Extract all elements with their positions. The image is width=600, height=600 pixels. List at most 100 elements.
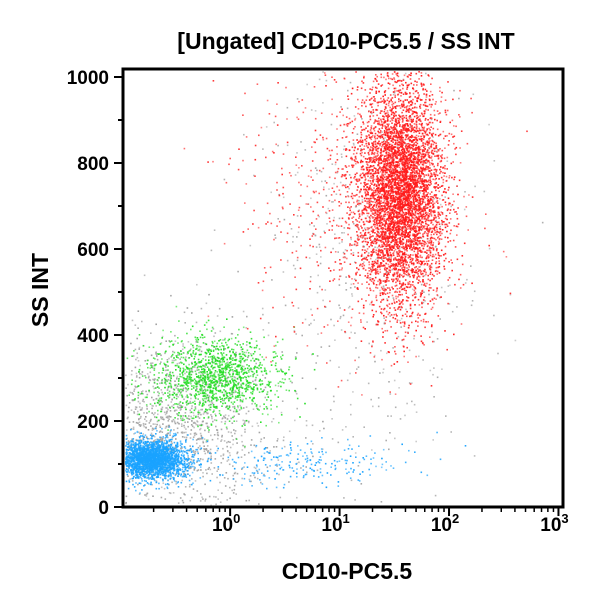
data-point (156, 444, 159, 446)
data-point (211, 364, 213, 367)
data-point (133, 459, 135, 461)
data-point (204, 375, 206, 377)
data-point (193, 432, 196, 435)
data-point (251, 403, 253, 405)
data-point (145, 404, 148, 406)
data-point (143, 454, 145, 456)
data-point (128, 467, 130, 469)
data-point (281, 338, 284, 341)
data-point (158, 472, 161, 474)
data-point (349, 81, 352, 84)
data-point (210, 462, 213, 464)
data-point (164, 439, 167, 441)
data-point (188, 418, 191, 420)
data-point (152, 405, 154, 407)
data-point (200, 423, 203, 426)
data-point (240, 368, 242, 370)
data-point (128, 448, 131, 451)
data-point (166, 486, 168, 488)
data-point (178, 449, 180, 452)
data-point (226, 344, 228, 346)
data-point (132, 470, 135, 472)
data-point (225, 377, 227, 380)
data-point (382, 285, 385, 287)
data-point (305, 420, 308, 422)
data-point (177, 396, 180, 398)
data-point (149, 460, 152, 462)
data-point (200, 384, 203, 387)
data-point (150, 471, 153, 474)
data-point (372, 405, 374, 408)
data-point (161, 335, 164, 338)
data-point (209, 369, 212, 371)
data-point (450, 205, 452, 208)
data-point (134, 469, 137, 472)
data-point (214, 383, 216, 386)
data-point (458, 97, 460, 100)
data-point (137, 462, 140, 464)
data-point (207, 373, 209, 376)
data-point (167, 446, 169, 449)
data-point (126, 460, 128, 463)
data-point (177, 366, 180, 368)
data-point (190, 394, 193, 396)
data-point (244, 420, 246, 422)
data-point (207, 386, 209, 389)
data-point (187, 434, 189, 436)
data-point (439, 198, 441, 200)
data-point (352, 142, 355, 145)
data-point (162, 367, 164, 370)
data-point (145, 493, 148, 496)
data-point (184, 381, 187, 383)
data-point (215, 414, 217, 417)
data-point (195, 389, 197, 392)
data-point (255, 370, 258, 372)
data-point (209, 403, 212, 406)
data-point (247, 386, 250, 388)
data-point (180, 473, 183, 475)
data-point (188, 363, 190, 366)
data-point (130, 459, 133, 462)
data-point (234, 355, 237, 357)
data-point (170, 356, 172, 358)
data-point (271, 420, 273, 423)
data-point (189, 499, 192, 502)
data-point (160, 416, 162, 418)
data-point (383, 139, 385, 142)
data-point (140, 424, 142, 426)
data-point (150, 364, 152, 367)
data-point (269, 381, 272, 383)
data-point (180, 391, 183, 393)
data-point (214, 396, 216, 399)
data-point (208, 380, 210, 382)
data-point (148, 454, 150, 457)
data-point (140, 446, 142, 449)
data-point (151, 442, 153, 444)
data-point (408, 349, 411, 352)
data-point (215, 383, 217, 386)
data-point (128, 421, 131, 423)
data-point (305, 466, 307, 468)
data-point (324, 289, 327, 291)
data-point (221, 434, 223, 437)
data-point (206, 348, 208, 351)
data-point (239, 399, 242, 401)
data-point (180, 361, 182, 364)
data-point (256, 344, 258, 347)
data-point (204, 498, 207, 501)
data-point (182, 501, 185, 504)
data-point (179, 370, 181, 372)
data-point (261, 380, 263, 382)
data-point (192, 350, 195, 352)
data-point (202, 441, 205, 444)
data-point (245, 378, 248, 381)
data-point (246, 386, 248, 388)
data-point (227, 366, 229, 368)
data-point (320, 256, 322, 258)
data-point (207, 376, 209, 379)
data-point (186, 404, 188, 406)
data-point (169, 492, 172, 495)
data-point (163, 464, 166, 466)
data-point (154, 452, 157, 454)
data-point (205, 362, 208, 365)
